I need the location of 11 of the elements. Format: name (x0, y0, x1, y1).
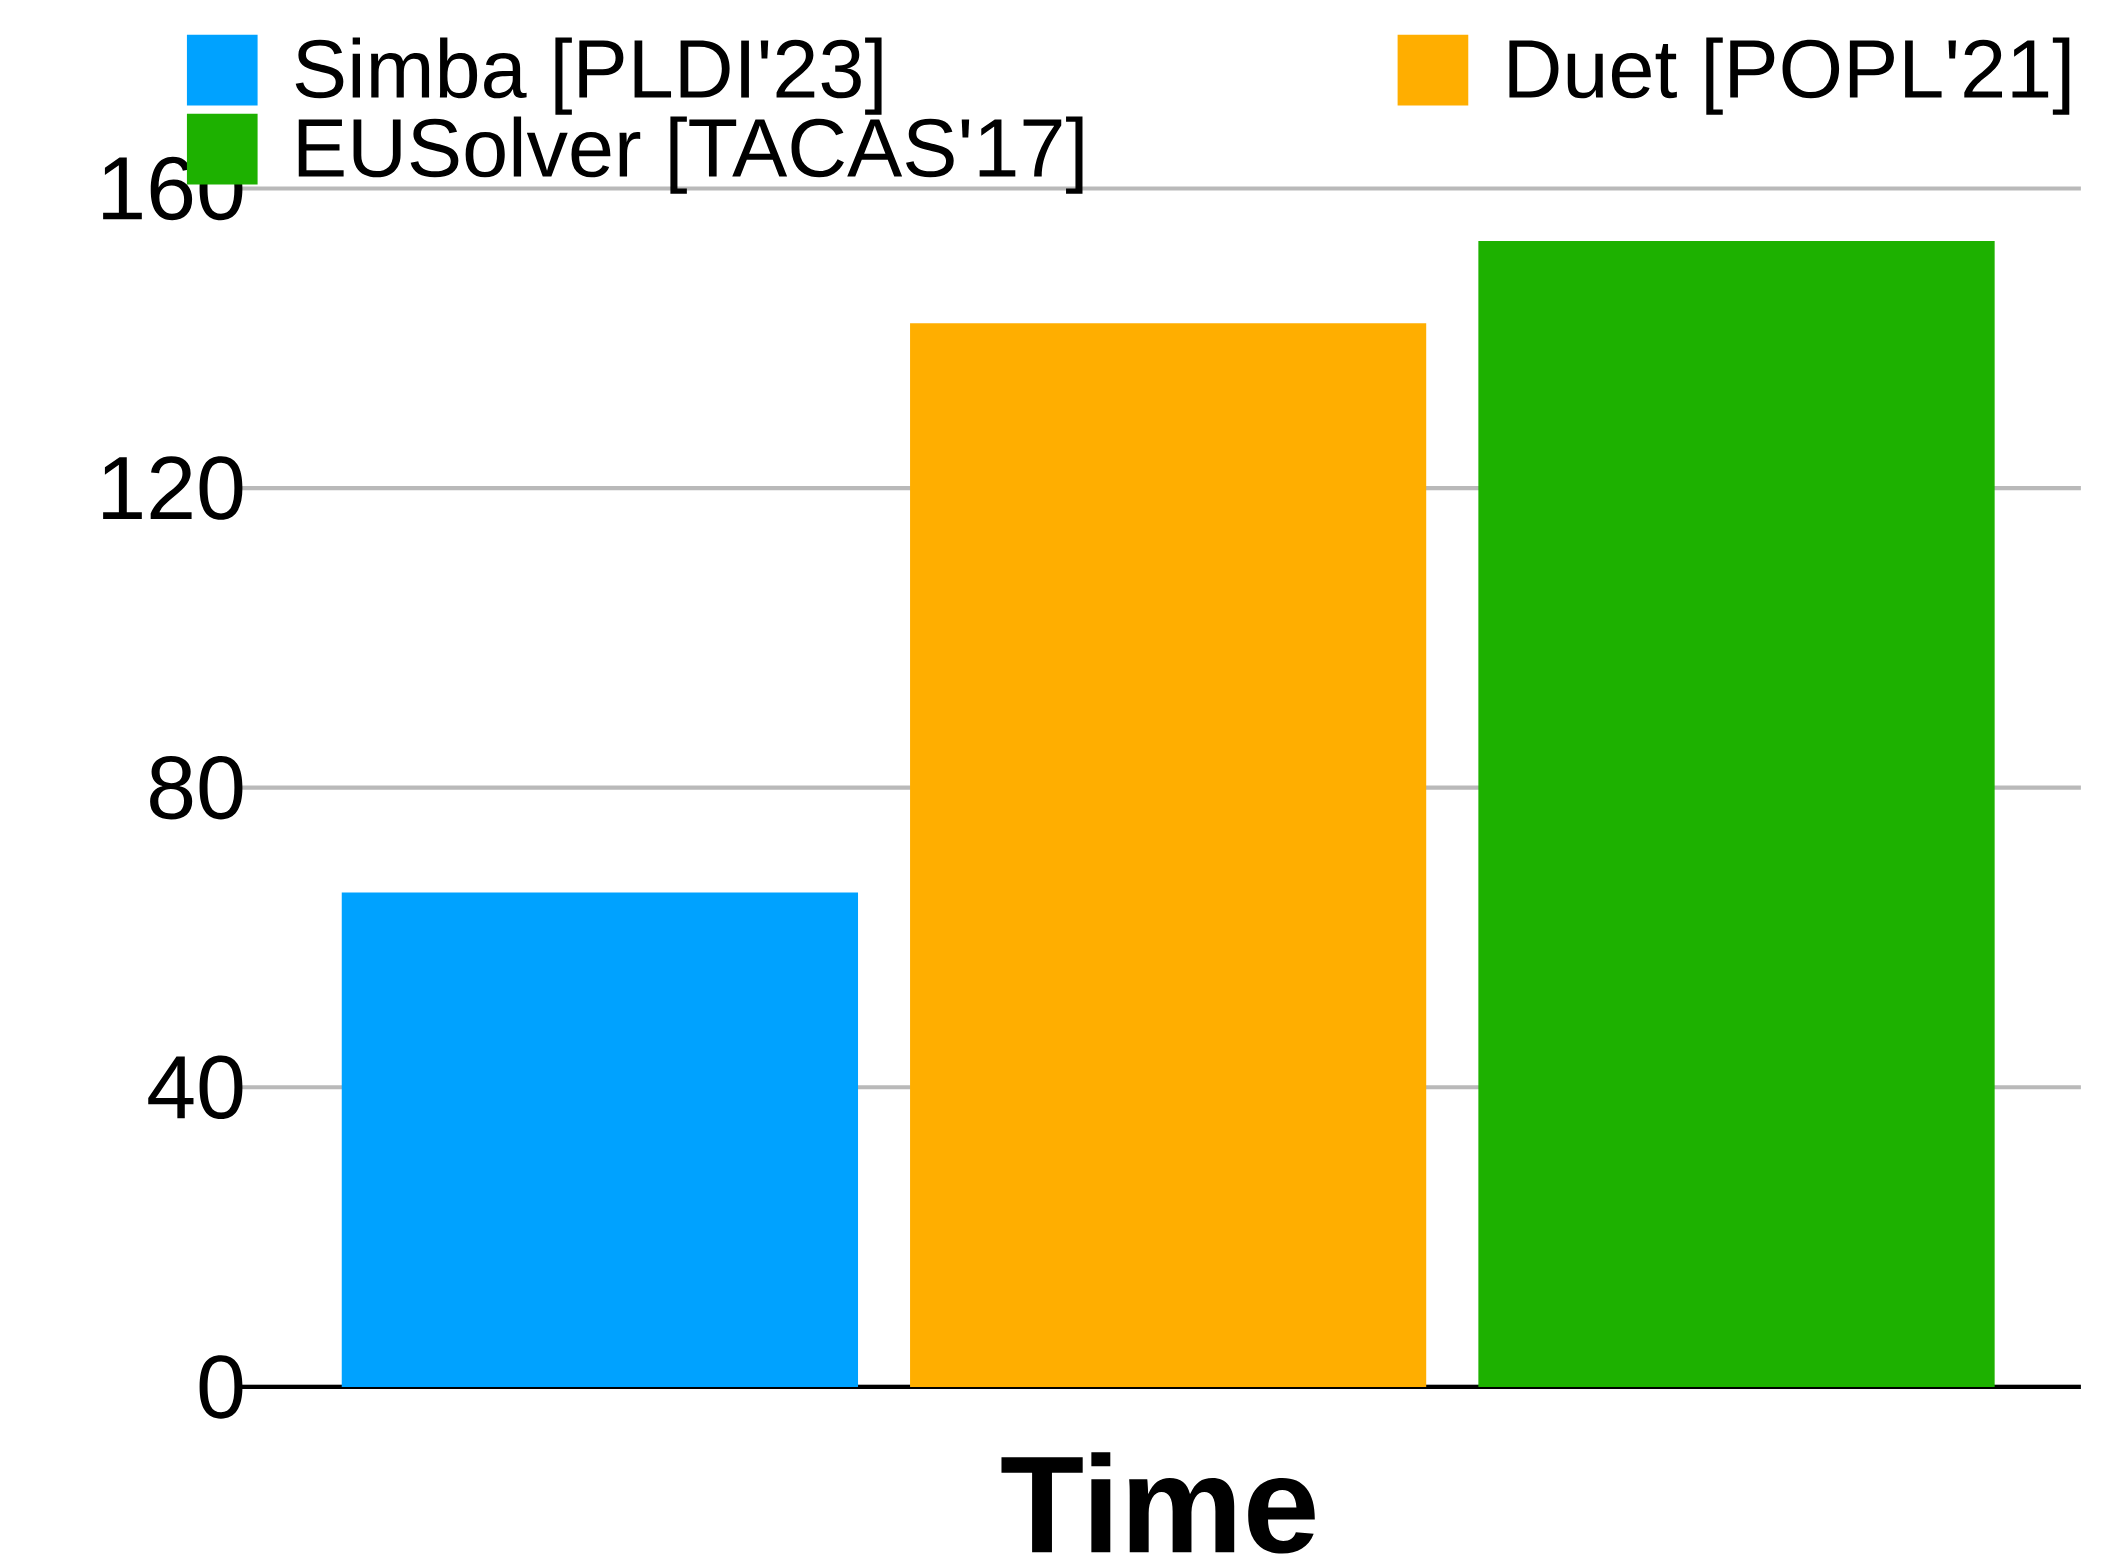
y-tick-label: 40 (148, 1055, 243, 1120)
legend-label: Simba [PLDI'23] (295, 37, 882, 115)
bar (910, 323, 1427, 1387)
bar (341, 892, 859, 1387)
legend-label: Duet [POPL'21] (1509, 37, 2070, 115)
x-axis-title: Time (1001, 1452, 1315, 1554)
y-tick-label: 0 (199, 1355, 243, 1419)
y-tick-label: 80 (150, 755, 243, 820)
y-tick-label: 120 (103, 456, 243, 520)
bar (1478, 240, 1995, 1387)
legend-label: EUSolver [TACAS'17] (298, 116, 1083, 194)
